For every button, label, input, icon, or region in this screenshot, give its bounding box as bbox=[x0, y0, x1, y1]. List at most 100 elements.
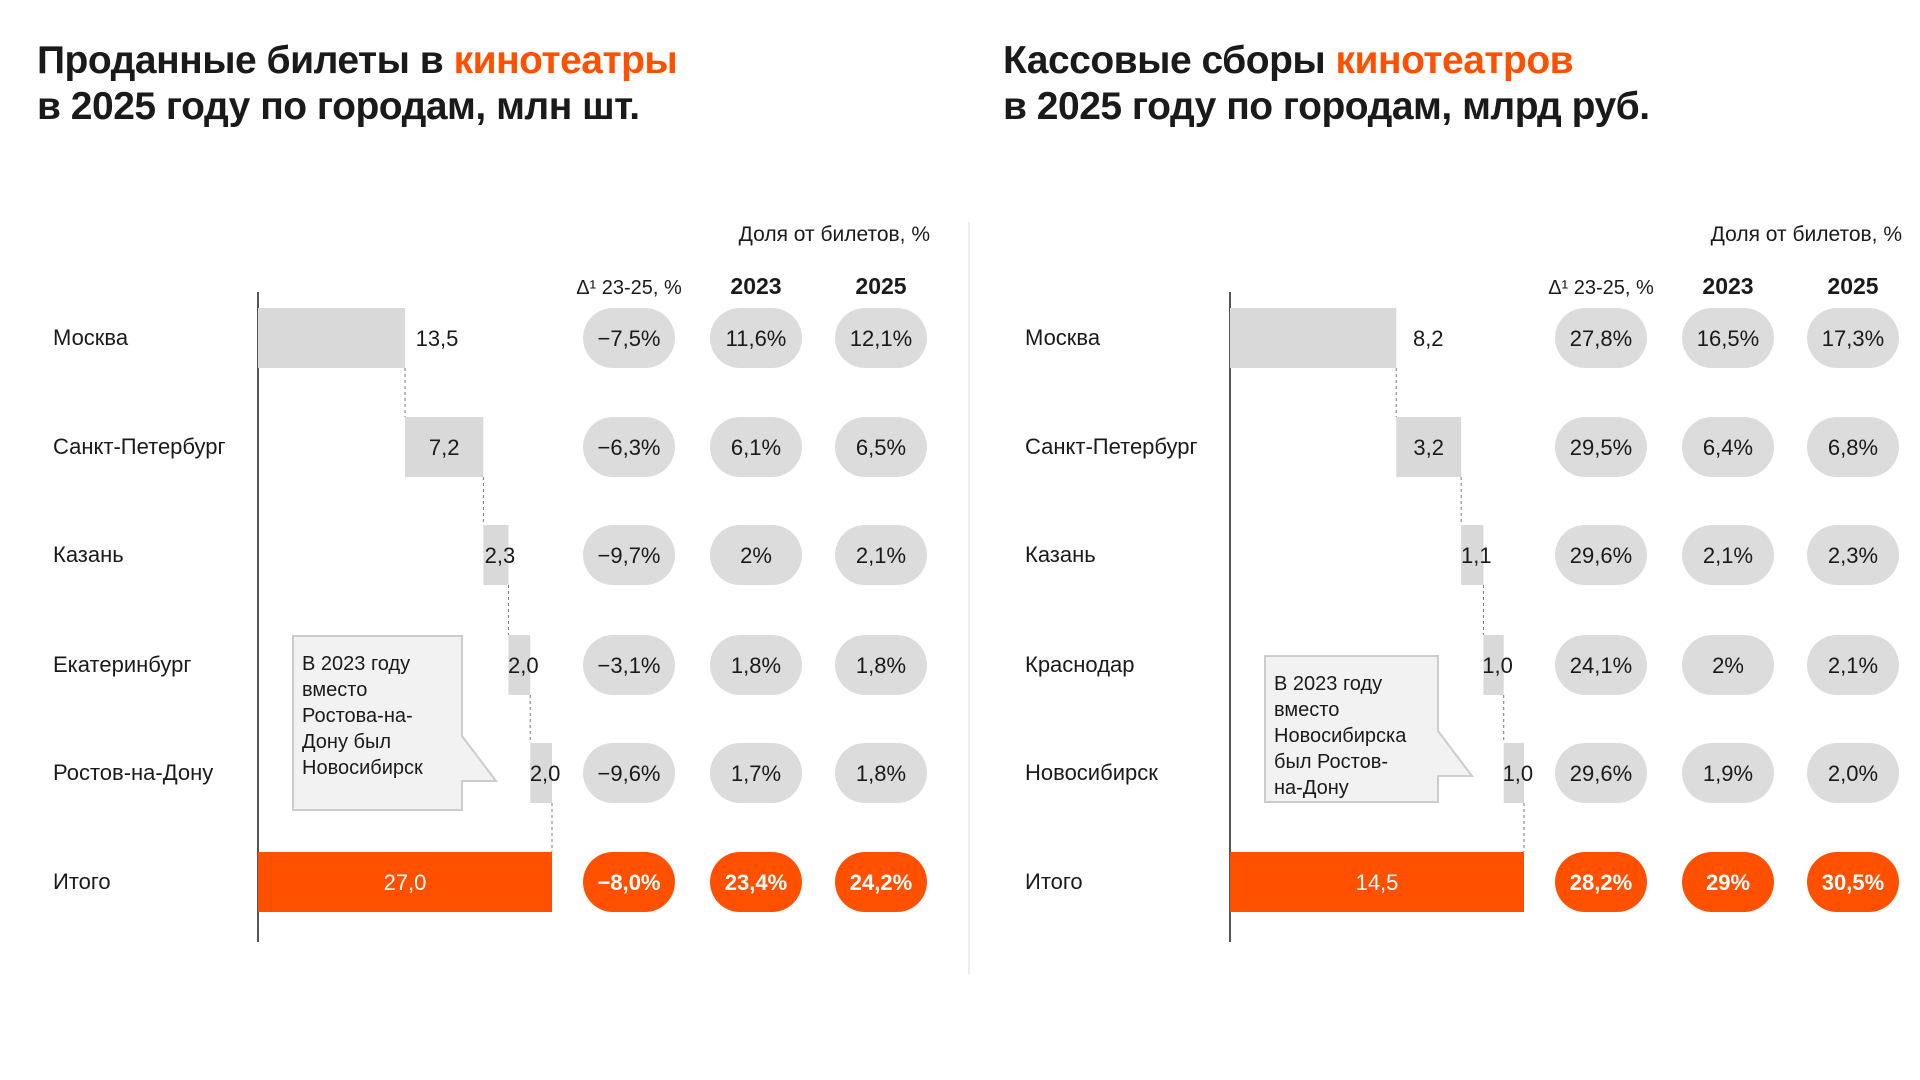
bar-Ростов-на-Дону bbox=[530, 743, 552, 803]
title-accent: кинотеатры bbox=[453, 39, 678, 82]
bar-value-label: 1,0 bbox=[1503, 761, 1534, 786]
value-pill bbox=[1682, 308, 1774, 368]
value-pill bbox=[1682, 743, 1774, 803]
bar-Санкт-Петербург bbox=[1396, 417, 1462, 477]
column-header: 2025 bbox=[1827, 273, 1878, 299]
callout-text: Новосибирска bbox=[1274, 725, 1407, 747]
value-pill bbox=[1807, 308, 1899, 368]
callout-text: Дону был bbox=[302, 731, 391, 753]
value-pill bbox=[1682, 525, 1774, 585]
title-line2: в 2025 году по городам, млрд руб. bbox=[1003, 85, 1650, 128]
pill-label: 17,3% bbox=[1822, 326, 1884, 351]
value-pill bbox=[1807, 852, 1899, 912]
column-header: 2023 bbox=[1702, 273, 1753, 299]
pill-label: 1,8% bbox=[856, 761, 906, 786]
pill-label: 2,1% bbox=[1828, 653, 1878, 678]
category-label: Екатеринбург bbox=[53, 652, 191, 677]
pill-label: 6,4% bbox=[1703, 435, 1753, 460]
column-header: Δ¹ 23-25, % bbox=[1548, 277, 1654, 299]
chart-title-boxoffice: Кассовые сборы кинотеатров в 2025 году по… bbox=[1003, 38, 1650, 130]
pill-label: −3,1% bbox=[598, 653, 661, 678]
value-pill bbox=[1555, 525, 1647, 585]
value-pill bbox=[583, 635, 675, 695]
pill-label: −8,0% bbox=[598, 870, 661, 895]
total-value-label: 27,0 bbox=[384, 870, 427, 895]
value-pill bbox=[583, 308, 675, 368]
value-pill bbox=[1807, 417, 1899, 477]
value-pill bbox=[835, 417, 927, 477]
callout-text: был Ростов- bbox=[1274, 751, 1388, 773]
pill-label: −9,7% bbox=[598, 543, 661, 568]
pill-label: 6,5% bbox=[856, 435, 906, 460]
divider bbox=[968, 222, 970, 974]
bar-value-label: 1,0 bbox=[1482, 653, 1513, 678]
total-label: Итого bbox=[1025, 869, 1083, 894]
pill-label: 30,5% bbox=[1822, 870, 1884, 895]
value-pill bbox=[710, 417, 802, 477]
value-pill bbox=[583, 525, 675, 585]
bar-Казань bbox=[1461, 525, 1484, 585]
bar-total bbox=[258, 852, 552, 912]
share-header: Доля от билетов, % bbox=[739, 223, 930, 246]
column-header: 2025 bbox=[855, 273, 906, 299]
chart-title-tickets: Проданные билеты в кинотеатры в 2025 году… bbox=[37, 38, 678, 130]
title-accent: кинотеатров bbox=[1335, 39, 1574, 82]
value-pill bbox=[1807, 743, 1899, 803]
pill-label: 29% bbox=[1706, 870, 1750, 895]
category-label: Новосибирск bbox=[1025, 760, 1158, 785]
callout-text: на-Дону bbox=[1274, 777, 1349, 799]
total-label: Итого bbox=[53, 869, 111, 894]
share-header: Доля от билетов, % bbox=[1711, 223, 1902, 246]
column-header: Δ¹ 23-25, % bbox=[576, 277, 682, 299]
value-pill bbox=[1555, 308, 1647, 368]
callout-box bbox=[292, 635, 499, 811]
value-pill bbox=[835, 743, 927, 803]
pill-label: 2,1% bbox=[856, 543, 906, 568]
bar-Москва bbox=[258, 308, 405, 368]
title-text: Проданные билеты в bbox=[37, 39, 454, 82]
pill-label: −7,5% bbox=[598, 326, 661, 351]
pill-label: 28,2% bbox=[1570, 870, 1632, 895]
pill-label: 29,5% bbox=[1570, 435, 1632, 460]
pill-label: 6,8% bbox=[1828, 435, 1878, 460]
callout-text: Ростова-на- bbox=[302, 705, 413, 727]
pill-label: 29,6% bbox=[1570, 543, 1632, 568]
value-pill bbox=[710, 743, 802, 803]
pill-label: 24,2% bbox=[850, 870, 912, 895]
value-pill bbox=[583, 417, 675, 477]
bar-Екатеринбург bbox=[508, 635, 531, 695]
bar-value-label: 2,0 bbox=[530, 761, 561, 786]
pill-label: 11,6% bbox=[726, 326, 787, 351]
pill-label: 29,6% bbox=[1570, 761, 1632, 786]
pill-label: 2,1% bbox=[1703, 543, 1753, 568]
pill-label: 1,8% bbox=[731, 653, 781, 678]
pill-label: 2% bbox=[1712, 653, 1744, 678]
bar-Москва bbox=[1230, 308, 1397, 368]
value-pill bbox=[710, 525, 802, 585]
bar-Казань bbox=[483, 525, 509, 585]
title-text: Кассовые сборы bbox=[1003, 39, 1336, 82]
pill-label: 2% bbox=[740, 543, 772, 568]
callout-text: вместо bbox=[1274, 699, 1339, 721]
value-pill bbox=[710, 308, 802, 368]
category-label: Москва bbox=[1025, 325, 1101, 350]
value-pill bbox=[1555, 852, 1647, 912]
value-pill bbox=[1682, 852, 1774, 912]
value-pill bbox=[710, 852, 802, 912]
bar-total bbox=[1230, 852, 1524, 912]
pill-label: 2,3% bbox=[1828, 543, 1878, 568]
bar-Санкт-Петербург bbox=[405, 417, 484, 477]
value-pill bbox=[835, 635, 927, 695]
callout-text: вместо bbox=[302, 679, 367, 701]
pill-label: −6,3% bbox=[598, 435, 661, 460]
total-value-label: 14,5 bbox=[1356, 870, 1399, 895]
value-pill bbox=[835, 852, 927, 912]
bar-Краснодар bbox=[1483, 635, 1504, 695]
callout-text: В 2023 году bbox=[1274, 673, 1382, 695]
value-pill bbox=[1807, 525, 1899, 585]
column-header: 2023 bbox=[730, 273, 781, 299]
title-line2: в 2025 году по городам, млн шт. bbox=[37, 85, 640, 128]
value-pill bbox=[1682, 417, 1774, 477]
value-pill bbox=[1682, 635, 1774, 695]
pill-label: 24,1% bbox=[1570, 653, 1632, 678]
